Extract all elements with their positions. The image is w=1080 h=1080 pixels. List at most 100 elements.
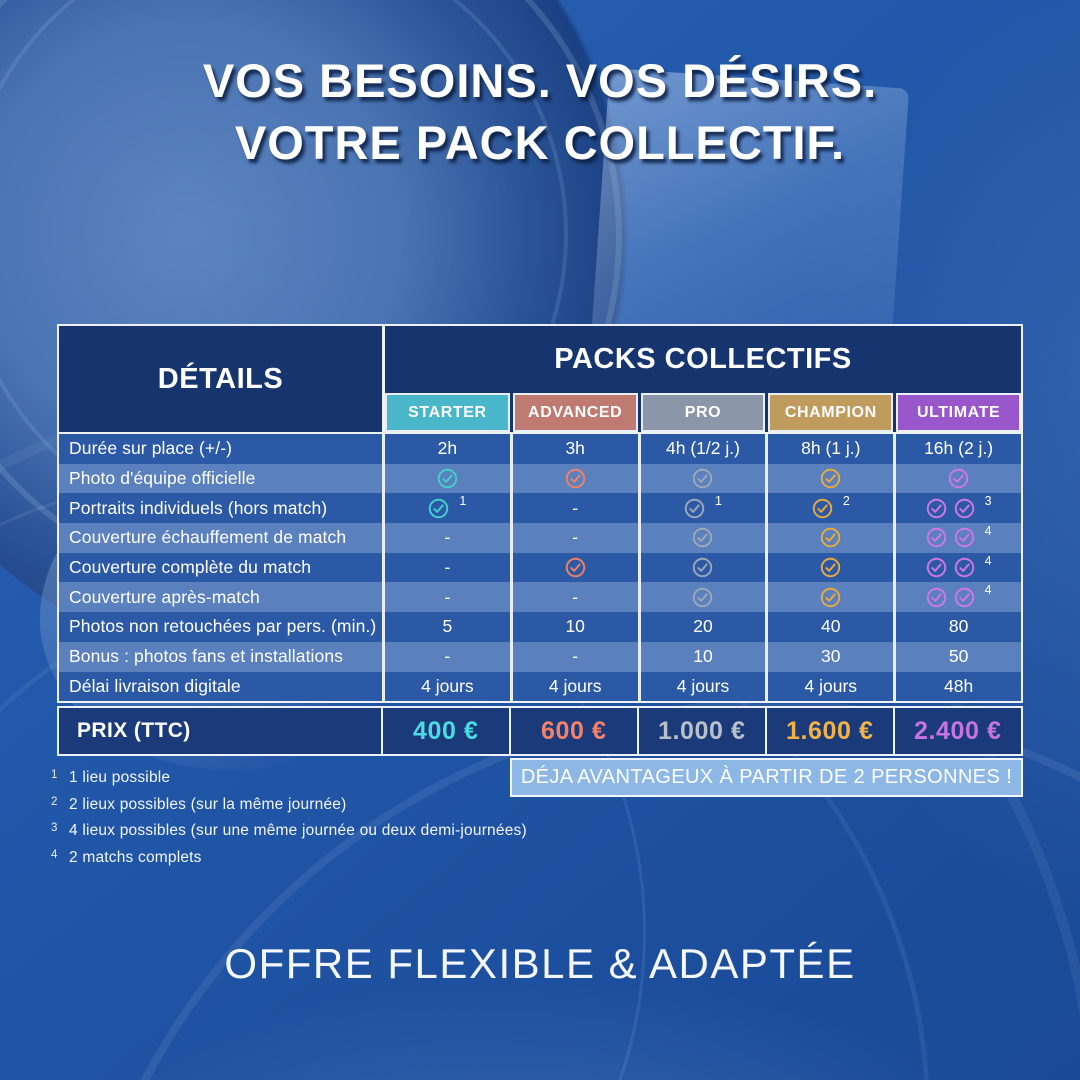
row-label: Bonus : photos fans et installations: [69, 646, 344, 667]
footnote-marker: 4: [984, 583, 992, 598]
check-circle-icon: [926, 587, 946, 607]
cell-text: 48h: [943, 675, 974, 696]
footnote-marker: 1: [715, 494, 722, 509]
cell-text: 10: [693, 646, 713, 667]
cell-text: 4 jours: [421, 675, 474, 696]
price-cell-champion: 1.600 €: [764, 706, 895, 757]
price-value: 2.400 €: [913, 716, 1002, 745]
row-label: Couverture après-match: [69, 586, 260, 607]
footnote-marker: 4: [984, 553, 992, 568]
cell-text: 4 jours: [548, 675, 602, 696]
check-group: [565, 468, 586, 489]
footnote-number: 4: [51, 848, 58, 861]
check-group: 4: [926, 583, 992, 608]
details-column-header: DÉTAILS: [59, 326, 385, 432]
cell-text: 8h (1 j.): [801, 438, 861, 459]
table-cell-champion: [765, 523, 893, 553]
page-title: VOS BESOINS. VOS DÉSIRS. VOTRE PACK COLL…: [0, 50, 1080, 174]
cell-text: -: [444, 646, 451, 667]
table-cell-ultimate: 80: [893, 612, 1021, 642]
table-cell-pro: 4h (1/2 j.): [637, 434, 766, 464]
check-circle-icon: [926, 528, 946, 548]
pack-chip-champion: CHAMPION: [768, 393, 894, 432]
check-group: 3: [926, 494, 992, 519]
table-cell-champion: 40: [765, 612, 893, 642]
table-cell-pro: 1: [637, 493, 766, 524]
table-cell-starter: -: [382, 582, 510, 613]
footnote-marker: 2: [842, 494, 850, 509]
advantage-banner: DÉJA AVANTAGEUX À PARTIR DE 2 PERSONNES …: [510, 758, 1023, 797]
row-label: Durée sur place (+/-): [69, 438, 233, 459]
table-cell-advanced: -: [509, 493, 638, 524]
check-group: [565, 557, 586, 578]
pack-chip-starter: STARTER: [385, 393, 510, 432]
table-cell-champion: 30: [765, 641, 893, 672]
price-cell-ultimate: 2.400 €: [892, 706, 1023, 757]
price-row-label-cell: PRIX (TTC): [57, 706, 383, 757]
cell-text: 50: [948, 646, 969, 667]
check-circle-icon: [693, 587, 713, 607]
row-label: Couverture complète du match: [69, 557, 312, 578]
ripple-graphic: [60, 700, 1080, 1080]
check-group: 4: [926, 523, 992, 548]
check-circle-icon: [821, 468, 841, 489]
check-circle-icon: [926, 498, 946, 518]
footnote-number: 1: [51, 769, 58, 781]
cell-text: 40: [821, 616, 841, 637]
table-row: Photos non retouchées par pers. (min.) 5 1…: [59, 612, 1021, 642]
check-group: [437, 468, 458, 489]
table-cell-starter: 1: [382, 493, 510, 524]
table-row: Couverture après-match - - 4: [59, 582, 1021, 613]
cell-text: 16h (2 j.): [924, 438, 994, 459]
table-cell-champion: 2: [765, 493, 893, 524]
cell-text: -: [572, 646, 579, 667]
price-cell-pro: 1.000 €: [636, 706, 767, 757]
table-cell-starter: 2h: [382, 434, 510, 464]
row-label: Délai livraison digitale: [69, 675, 241, 696]
footnote-text: 4 lieux possibles (sur une même journée …: [69, 822, 527, 839]
cell-text: -: [444, 527, 451, 548]
table-cell-champion: 8h (1 j.): [765, 434, 893, 464]
table-row: Durée sur place (+/-) 2h 3h 4h (1/2 j.) 8h (…: [59, 434, 1021, 464]
check-circle-icon: [684, 498, 705, 518]
check-group: [820, 557, 841, 578]
page-title-line1: VOS BESOINS. VOS DÉSIRS.: [202, 54, 878, 107]
check-circle-icon: [821, 528, 841, 548]
table-cell-ultimate: 4: [893, 552, 1021, 583]
check-group: [692, 468, 713, 489]
table-cell-advanced: 3h: [509, 434, 638, 464]
check-circle-icon: [565, 468, 585, 489]
footnote-marker: 4: [984, 523, 992, 538]
pack-name-chips: STARTER ADVANCED PRO CHAMPION ULTIMATE: [385, 393, 1021, 432]
cell-text: 30: [821, 646, 841, 667]
cell-text: 4 jours: [804, 675, 858, 696]
table-cell-champion: [765, 582, 893, 613]
check-group: 1: [428, 494, 466, 519]
check-circle-icon: [565, 557, 585, 578]
row-label: Couverture échauffement de match: [69, 527, 347, 548]
cell-text: 10: [565, 616, 585, 637]
check-circle-icon: [821, 557, 841, 578]
check-circle-icon: [693, 557, 713, 578]
pack-chip-pro: PRO: [640, 393, 766, 432]
table-cell-ultimate: 16h (2 j.): [893, 434, 1021, 464]
table-cell-ultimate: [893, 463, 1021, 494]
check-circle-icon: [926, 557, 946, 578]
table-cell-advanced: -: [509, 582, 638, 613]
price-value: 600 €: [540, 716, 607, 745]
cell-text: -: [572, 497, 579, 518]
table-cell-advanced: [509, 463, 638, 494]
cell-text: 5: [442, 616, 453, 637]
cell-text: -: [572, 527, 579, 548]
price-row: PRIX (TTC) 400 € 600 € 1.000 € 1.600 € 2.400…: [57, 706, 1023, 757]
cell-text: 3h: [565, 438, 585, 459]
row-label: Portraits individuels (hors match): [69, 497, 328, 518]
price-value: 1.600 €: [785, 716, 874, 745]
table-cell-ultimate: 4: [893, 582, 1021, 613]
footnote-text: 2 lieux possibles (sur la même journée): [69, 795, 347, 813]
check-circle-icon: [437, 468, 458, 489]
cell-text: -: [572, 586, 579, 607]
packs-group-header: PACKS COLLECTIFS: [554, 343, 852, 375]
table-header: DÉTAILS PACKS COLLECTIFS STARTER ADVANCED…: [57, 324, 1023, 434]
